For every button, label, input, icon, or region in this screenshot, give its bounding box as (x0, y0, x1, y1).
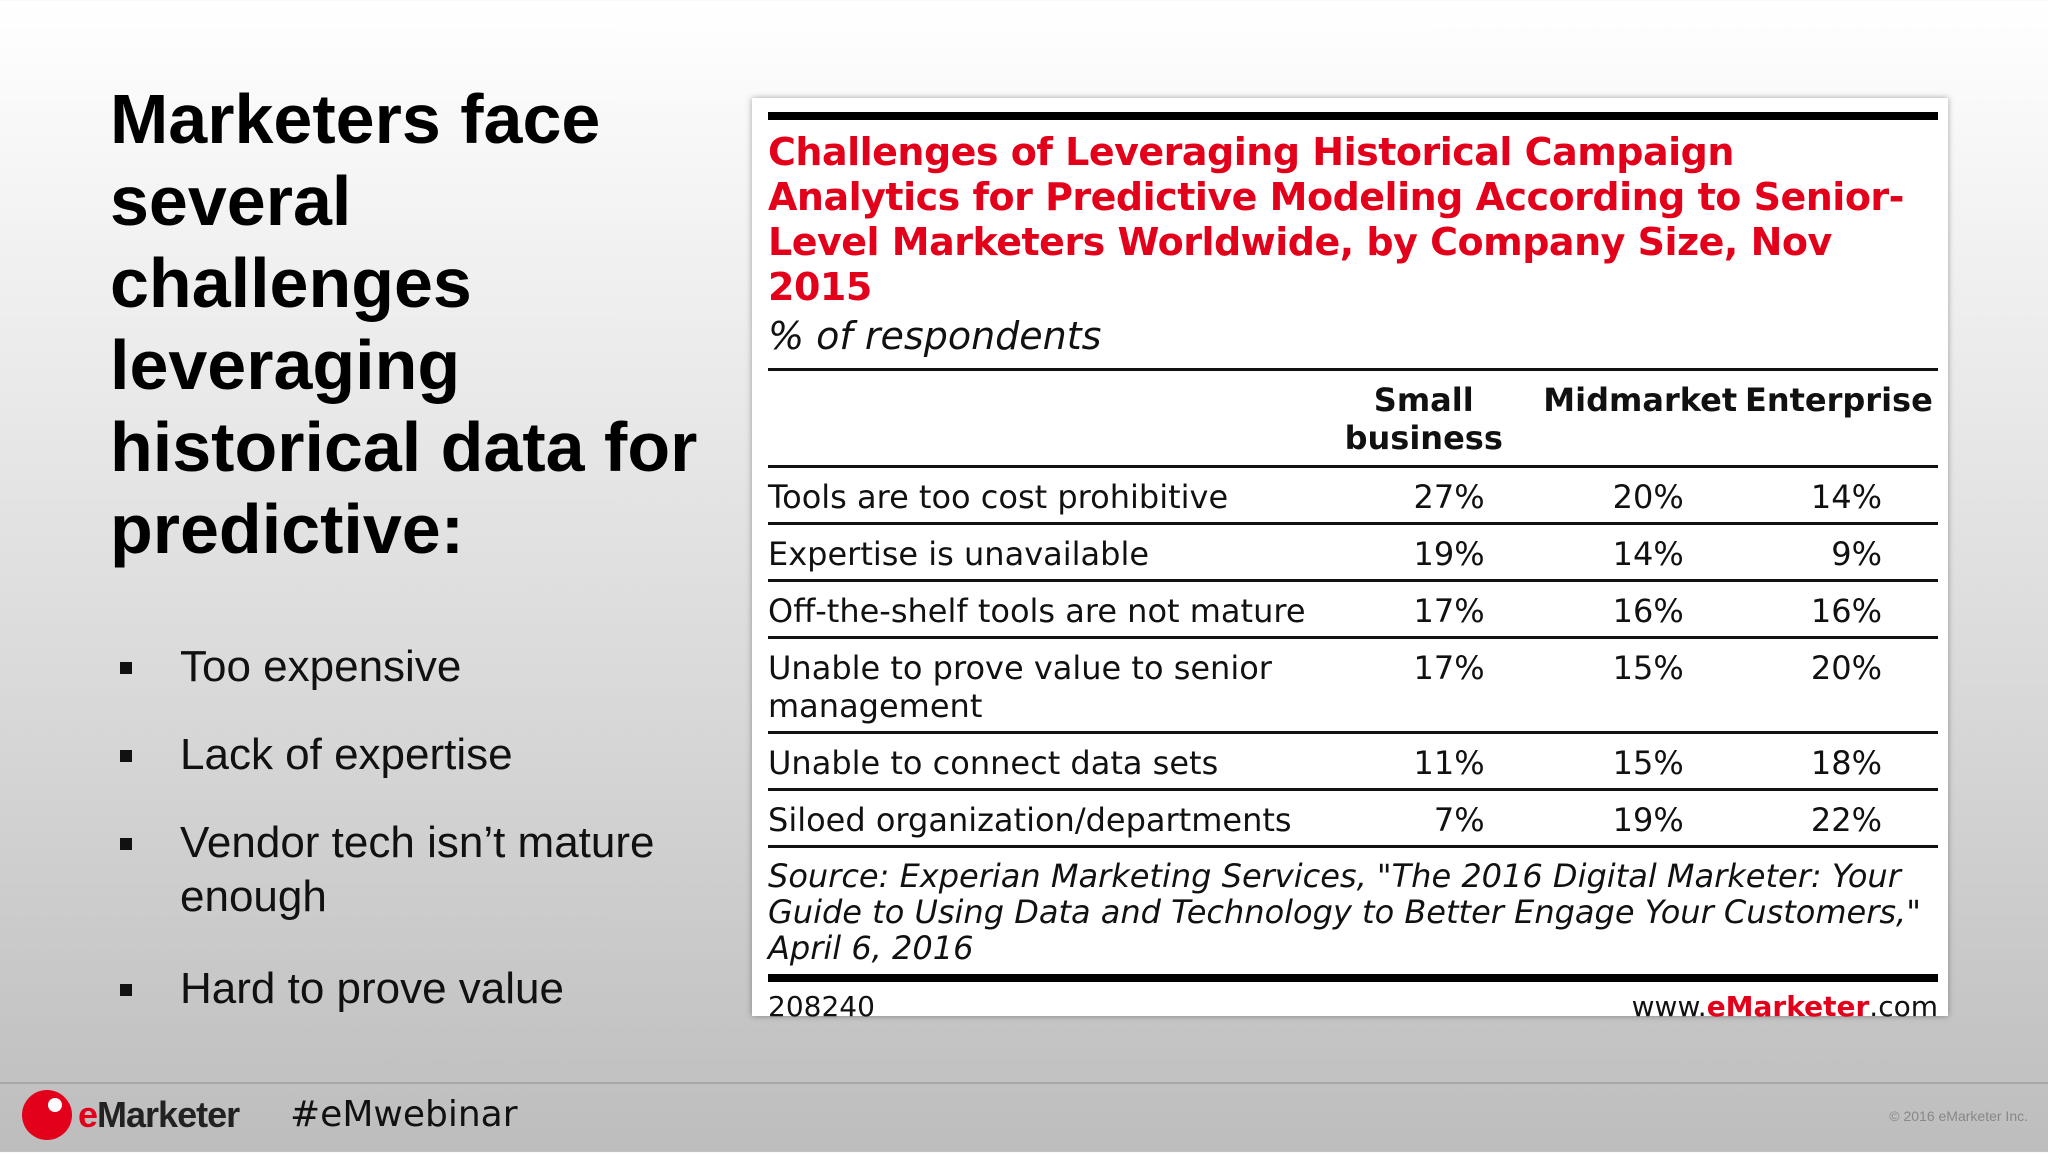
source-note: Source: Experian Marketing Services, "Th… (768, 857, 1921, 967)
cell-value: 11% (1306, 732, 1541, 791)
chart-card: Challenges of Leveraging Historical Camp… (752, 98, 1948, 1023)
chart-title: Challenges of Leveraging Historical Camp… (768, 130, 1904, 309)
cell-value: 16% (1739, 580, 1938, 639)
slide-title: Marketers face several challenges levera… (110, 80, 698, 568)
bullet-list: Too expensive Lack of expertise Vendor t… (118, 640, 738, 1016)
cell-value: 20% (1540, 466, 1740, 525)
cell-value: 20% (1739, 637, 1938, 734)
header-blank (768, 368, 1307, 468)
bullet-item: Lack of expertise (118, 728, 738, 782)
column-header-midmarket: Midmarket (1540, 368, 1740, 468)
row-label: Unable to prove value to senior manageme… (768, 637, 1307, 734)
row-label: Siloed organization/departments (768, 789, 1307, 848)
table-row: Tools are too cost prohibitive 27% 20% 14% (768, 466, 1938, 525)
row-label: Tools are too cost prohibitive (768, 466, 1307, 525)
bullet-item: Too expensive (118, 640, 738, 694)
cell-value: 19% (1306, 523, 1541, 582)
row-label: Unable to connect data sets (768, 732, 1307, 791)
square-bullet-icon (120, 750, 132, 762)
cell-value: 17% (1306, 580, 1541, 639)
cell-value: 15% (1540, 732, 1740, 791)
cell-value: 9% (1739, 523, 1938, 582)
table-row: Siloed organization/departments 7% 19% 22% (768, 789, 1938, 848)
copyright: © 2016 eMarketer Inc. (1889, 1108, 2028, 1124)
footer-bar (0, 1082, 2048, 1154)
top-rule (768, 112, 1938, 120)
cell-value: 22% (1739, 789, 1938, 848)
square-bullet-icon (120, 838, 132, 850)
bullet-item: Hard to prove value (118, 962, 738, 1016)
chart-id: 208240 (768, 990, 875, 1023)
cell-value: 16% (1540, 580, 1740, 639)
cell-value: 18% (1739, 732, 1938, 791)
table-row: Off-the-shelf tools are not mature 17% 16%… (768, 580, 1938, 639)
cell-value: 7% (1306, 789, 1541, 848)
emarketer-logo: eMarketer (22, 1090, 240, 1140)
bullet-item: Vendor tech isn’t mature enough (118, 816, 738, 924)
row-label: Off-the-shelf tools are not mature (768, 580, 1307, 639)
square-bullet-icon (120, 662, 132, 674)
table-row: Expertise is unavailable 19% 14% 9% (768, 523, 1938, 582)
cell-value: 27% (1306, 466, 1541, 525)
table-row: Unable to connect data sets 11% 15% 18% (768, 732, 1938, 791)
bottom-rule (768, 974, 1938, 982)
site-url: www.eMarketer.com (1631, 990, 1938, 1023)
data-table: Small business Midmarket Enterprise Tool… (768, 368, 1938, 848)
cell-value: 19% (1540, 789, 1740, 848)
webinar-hashtag: #eMwebinar (290, 1094, 518, 1135)
cell-value: 15% (1540, 637, 1740, 734)
column-header-enterprise: Enterprise (1739, 368, 1938, 468)
chart-subtitle: % of respondents (768, 314, 1102, 358)
emarketer-logo-icon (22, 1090, 72, 1140)
cell-value: 14% (1739, 466, 1938, 525)
square-bullet-icon (120, 984, 132, 996)
row-label: Expertise is unavailable (768, 523, 1307, 582)
cell-value: 17% (1306, 637, 1541, 734)
column-header-small-business: Small business (1306, 368, 1541, 468)
cell-value: 14% (1540, 523, 1740, 582)
table-row: Unable to prove value to senior manageme… (768, 637, 1938, 734)
